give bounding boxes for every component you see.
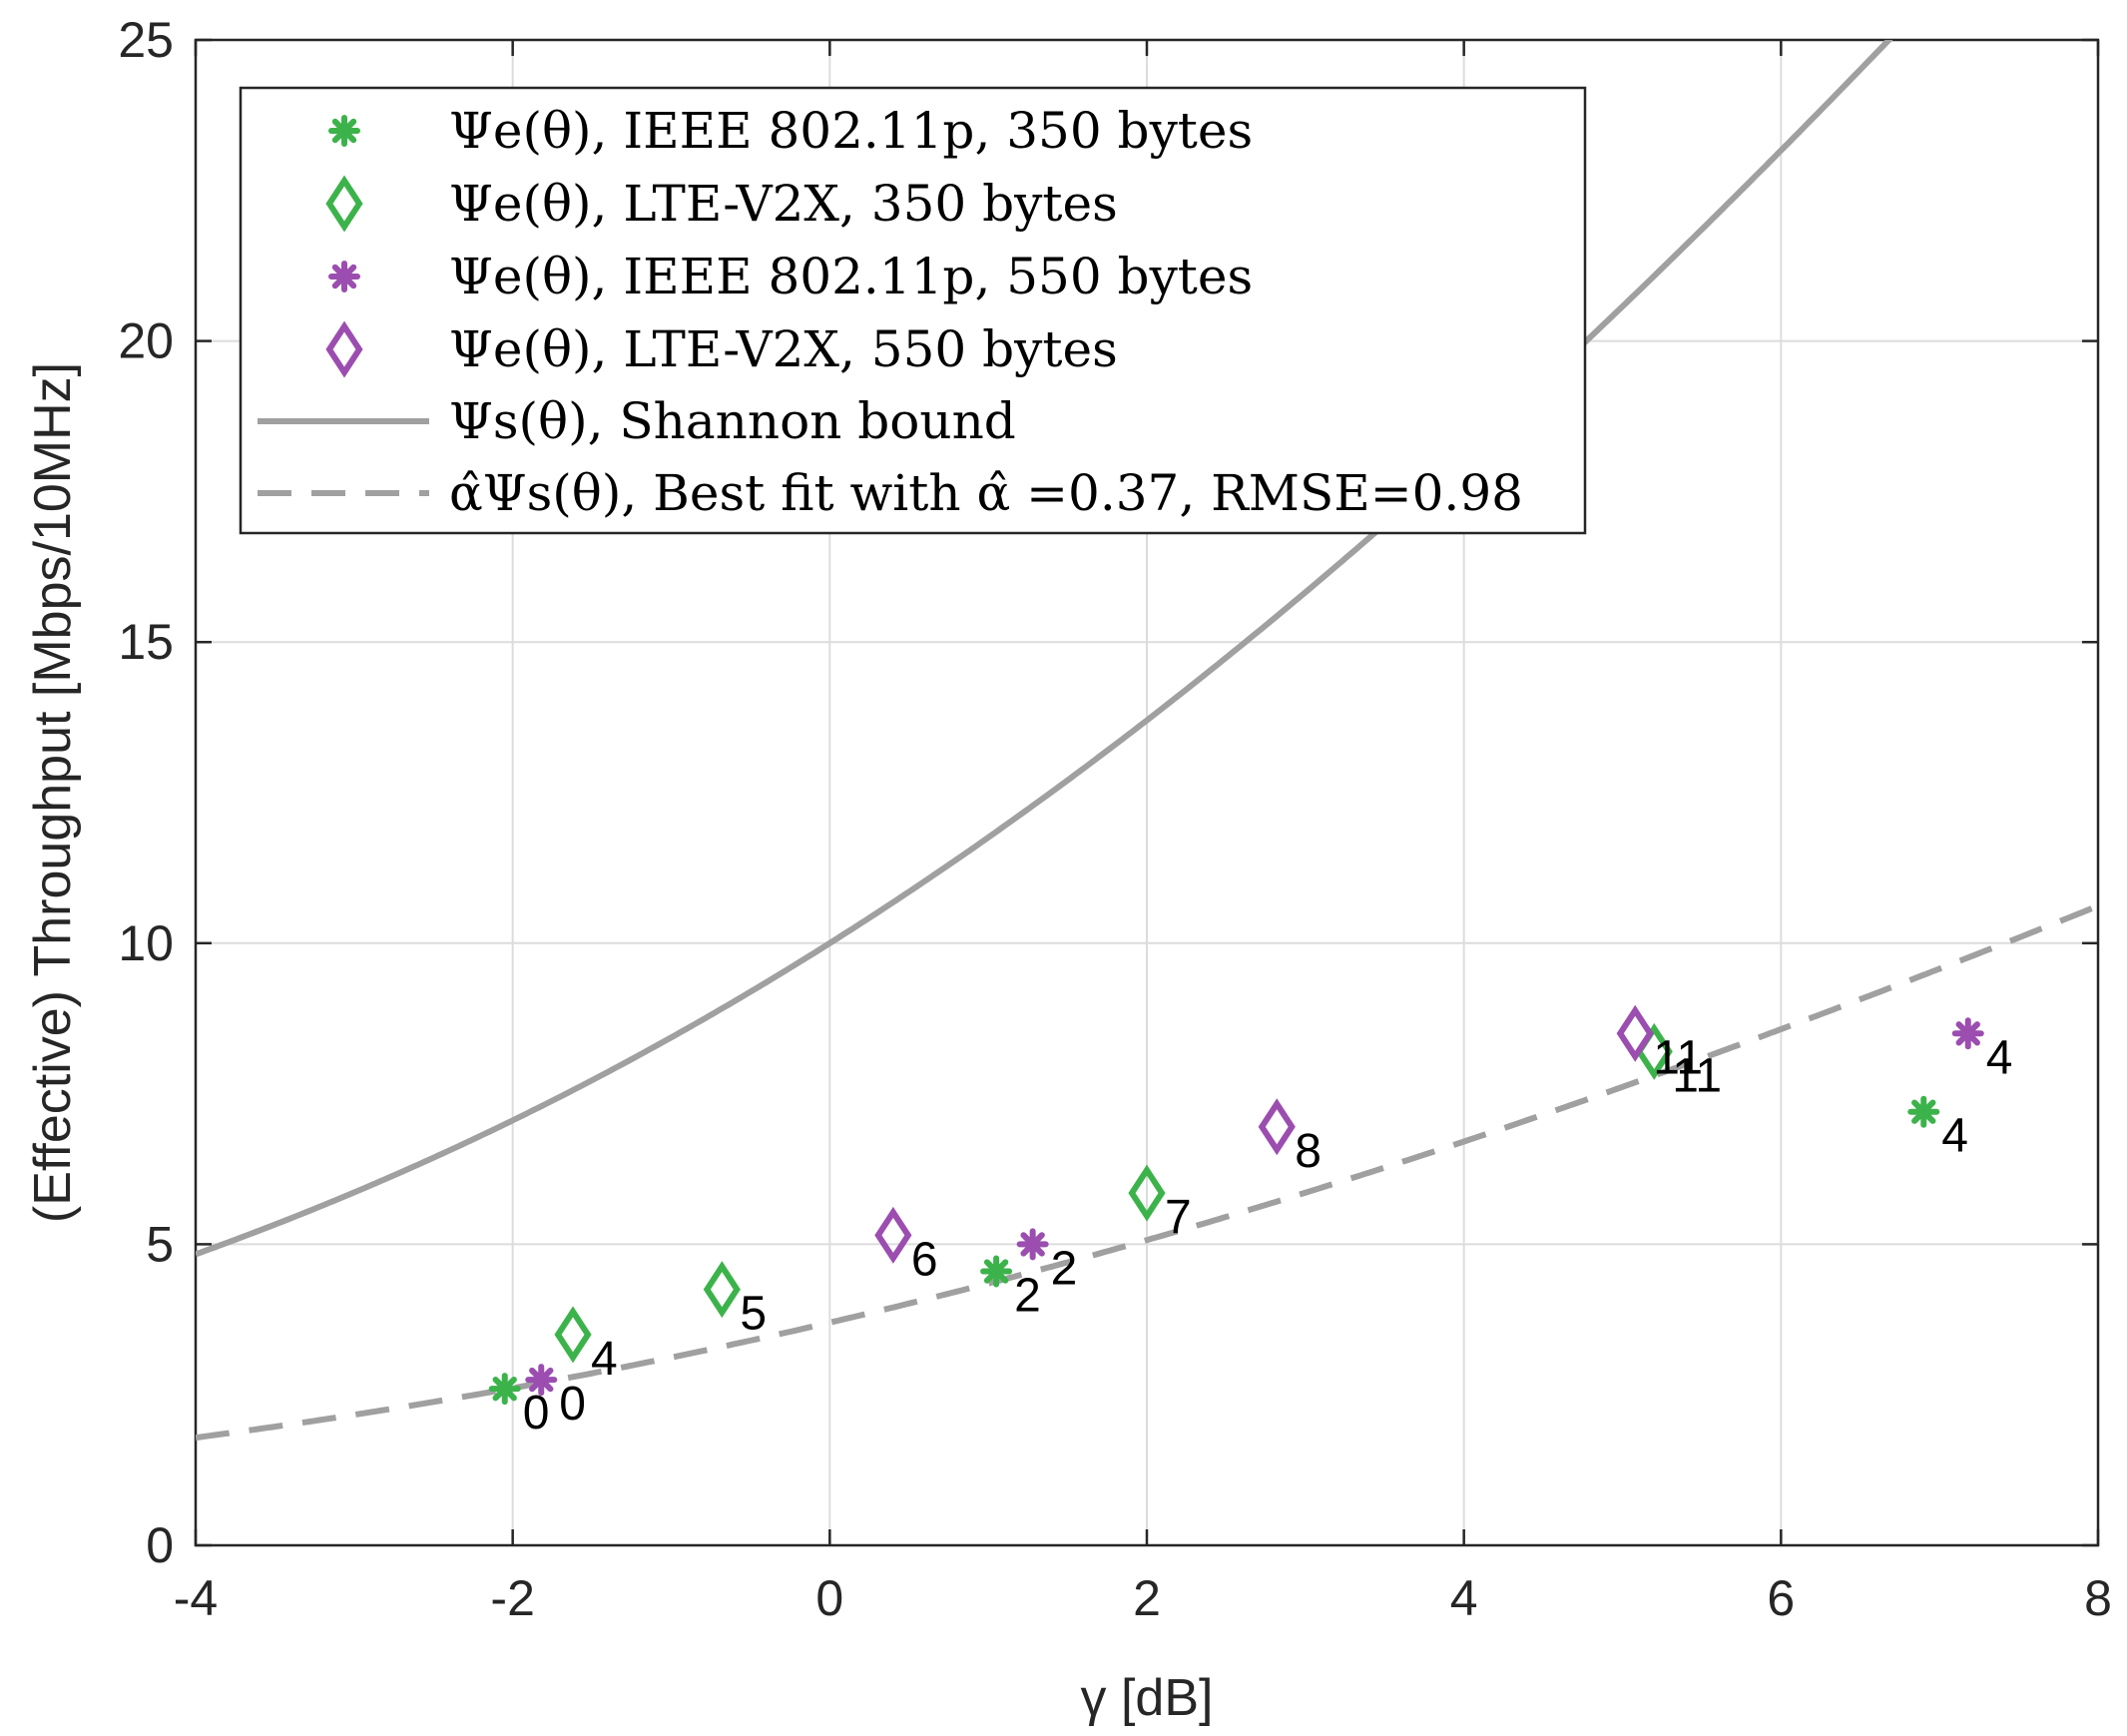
green-diamond-point [1128,1164,1166,1222]
purple-diamond-point [874,1206,912,1264]
purple-asterisk-point [525,1364,558,1397]
legend-entry-label: Ψe(θ), IEEE 802.11p, 550 bytes [449,248,1253,305]
green-asterisk-point [488,1373,521,1406]
legend-diamond-icon [325,320,363,378]
asterisk-stroke [983,1259,1009,1284]
purple-asterisk-point [1016,1228,1049,1261]
green-diamond-point [554,1306,592,1364]
asterisk-stroke [1020,1232,1045,1257]
y-tick-label: 10 [118,915,174,971]
point-label: 5 [740,1288,767,1341]
x-tick-label: 2 [1133,1570,1161,1626]
legend-entry-label: Ψe(θ), LTE-V2X, 550 bytes [449,320,1118,378]
legend: Ψe(θ), IEEE 802.11p, 350 bytes Ψe(θ), LTE… [239,86,1587,535]
point-label: 4 [1986,1031,2013,1084]
green-diamond-point [703,1261,741,1319]
purple-diamond-point [1616,1004,1654,1062]
asterisk-stroke [331,118,357,144]
legend-entry-label: Ψe(θ), IEEE 802.11p, 350 bytes [449,102,1253,160]
legend-diamond-icon [325,175,363,233]
point-label: 4 [1941,1110,1968,1163]
asterisk-stroke [529,1367,554,1393]
point-label: 6 [911,1233,938,1286]
purple-diamond-point [1258,1098,1296,1156]
x-tick-label: 8 [2084,1570,2112,1626]
point-label: 0 [559,1378,586,1431]
y-tick-label: 0 [146,1517,174,1573]
legend-entry-label: Ψe(θ), LTE-V2X, 350 bytes [449,175,1118,233]
best-fit-curve [196,902,2098,1442]
curve-layer [196,40,2098,1442]
shannon-bound-curve [196,40,1893,1258]
point-label: 11 [1672,1049,1722,1102]
y-tick-label: 5 [146,1216,174,1272]
x-axis-label: γ [dB] [1081,1669,1214,1727]
asterisk-stroke [331,264,357,289]
y-tick-label: 20 [118,313,174,369]
legend-entry-label: Ψs(θ), Shannon bound [449,392,1016,450]
y-axis-label: (Effective) Throughput [Mbps/10MHz] [24,362,82,1223]
asterisk-stroke [1911,1099,1936,1124]
green-asterisk-point [1907,1095,1940,1128]
purple-asterisk-point [1951,1017,1984,1050]
y-tick-label: 25 [118,12,174,68]
asterisk-stroke [1955,1021,1980,1046]
x-tick-label: -2 [490,1570,534,1626]
legend-asterisk-icon [328,261,360,292]
asterisk-stroke [492,1376,517,1402]
legend-entry-label: α̂Ψs(θ), Best fit with α̂ =0.37, RMSE=0.… [449,464,1523,522]
point-label: 2 [1014,1270,1041,1323]
point-label: 8 [1295,1125,1322,1178]
x-tick-label: 4 [1450,1570,1478,1626]
y-tick-label: 15 [118,614,174,670]
legend-box [239,86,1587,535]
point-label: 0 [523,1387,550,1440]
legend-asterisk-icon [328,115,360,147]
green-asterisk-point [980,1255,1013,1288]
point-label: 11 [1653,1031,1703,1084]
point-label: 4 [591,1333,618,1386]
x-tick-label: 0 [815,1570,843,1626]
x-tick-label: 6 [1767,1570,1795,1626]
point-label: 2 [1051,1242,1078,1295]
x-tick-label: -4 [174,1570,218,1626]
point-label: 7 [1165,1191,1192,1244]
